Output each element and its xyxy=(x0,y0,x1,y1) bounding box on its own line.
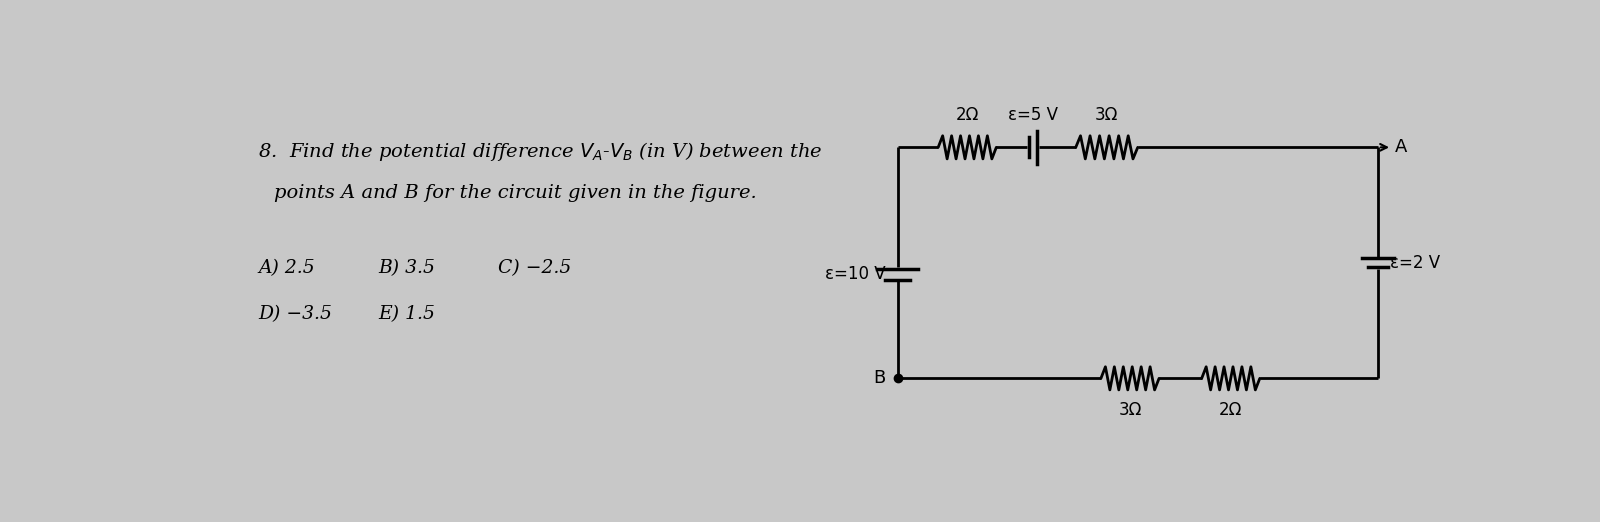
Text: ε=10 V: ε=10 V xyxy=(826,265,886,283)
Text: 3Ω: 3Ω xyxy=(1094,106,1118,124)
Text: 2Ω: 2Ω xyxy=(955,106,979,124)
Text: ε=5 V: ε=5 V xyxy=(1008,106,1058,124)
Text: D) −3.5: D) −3.5 xyxy=(258,305,333,323)
Text: B) 3.5: B) 3.5 xyxy=(378,259,435,277)
Text: E) 1.5: E) 1.5 xyxy=(378,305,435,323)
Text: points A and B for the circuit given in the figure.: points A and B for the circuit given in … xyxy=(274,184,757,203)
Text: 8.  Find the potential difference $\mathit{V_A}$-$\mathit{V_B}$ (in V) between t: 8. Find the potential difference $\mathi… xyxy=(258,140,822,163)
Text: A) 2.5: A) 2.5 xyxy=(258,259,315,277)
Text: 3Ω: 3Ω xyxy=(1118,401,1142,420)
Text: ε=2 V: ε=2 V xyxy=(1390,254,1440,272)
Text: A: A xyxy=(1395,138,1408,157)
Text: C) −2.5: C) −2.5 xyxy=(498,259,571,277)
Text: 2Ω: 2Ω xyxy=(1219,401,1243,420)
Text: B: B xyxy=(874,370,886,387)
